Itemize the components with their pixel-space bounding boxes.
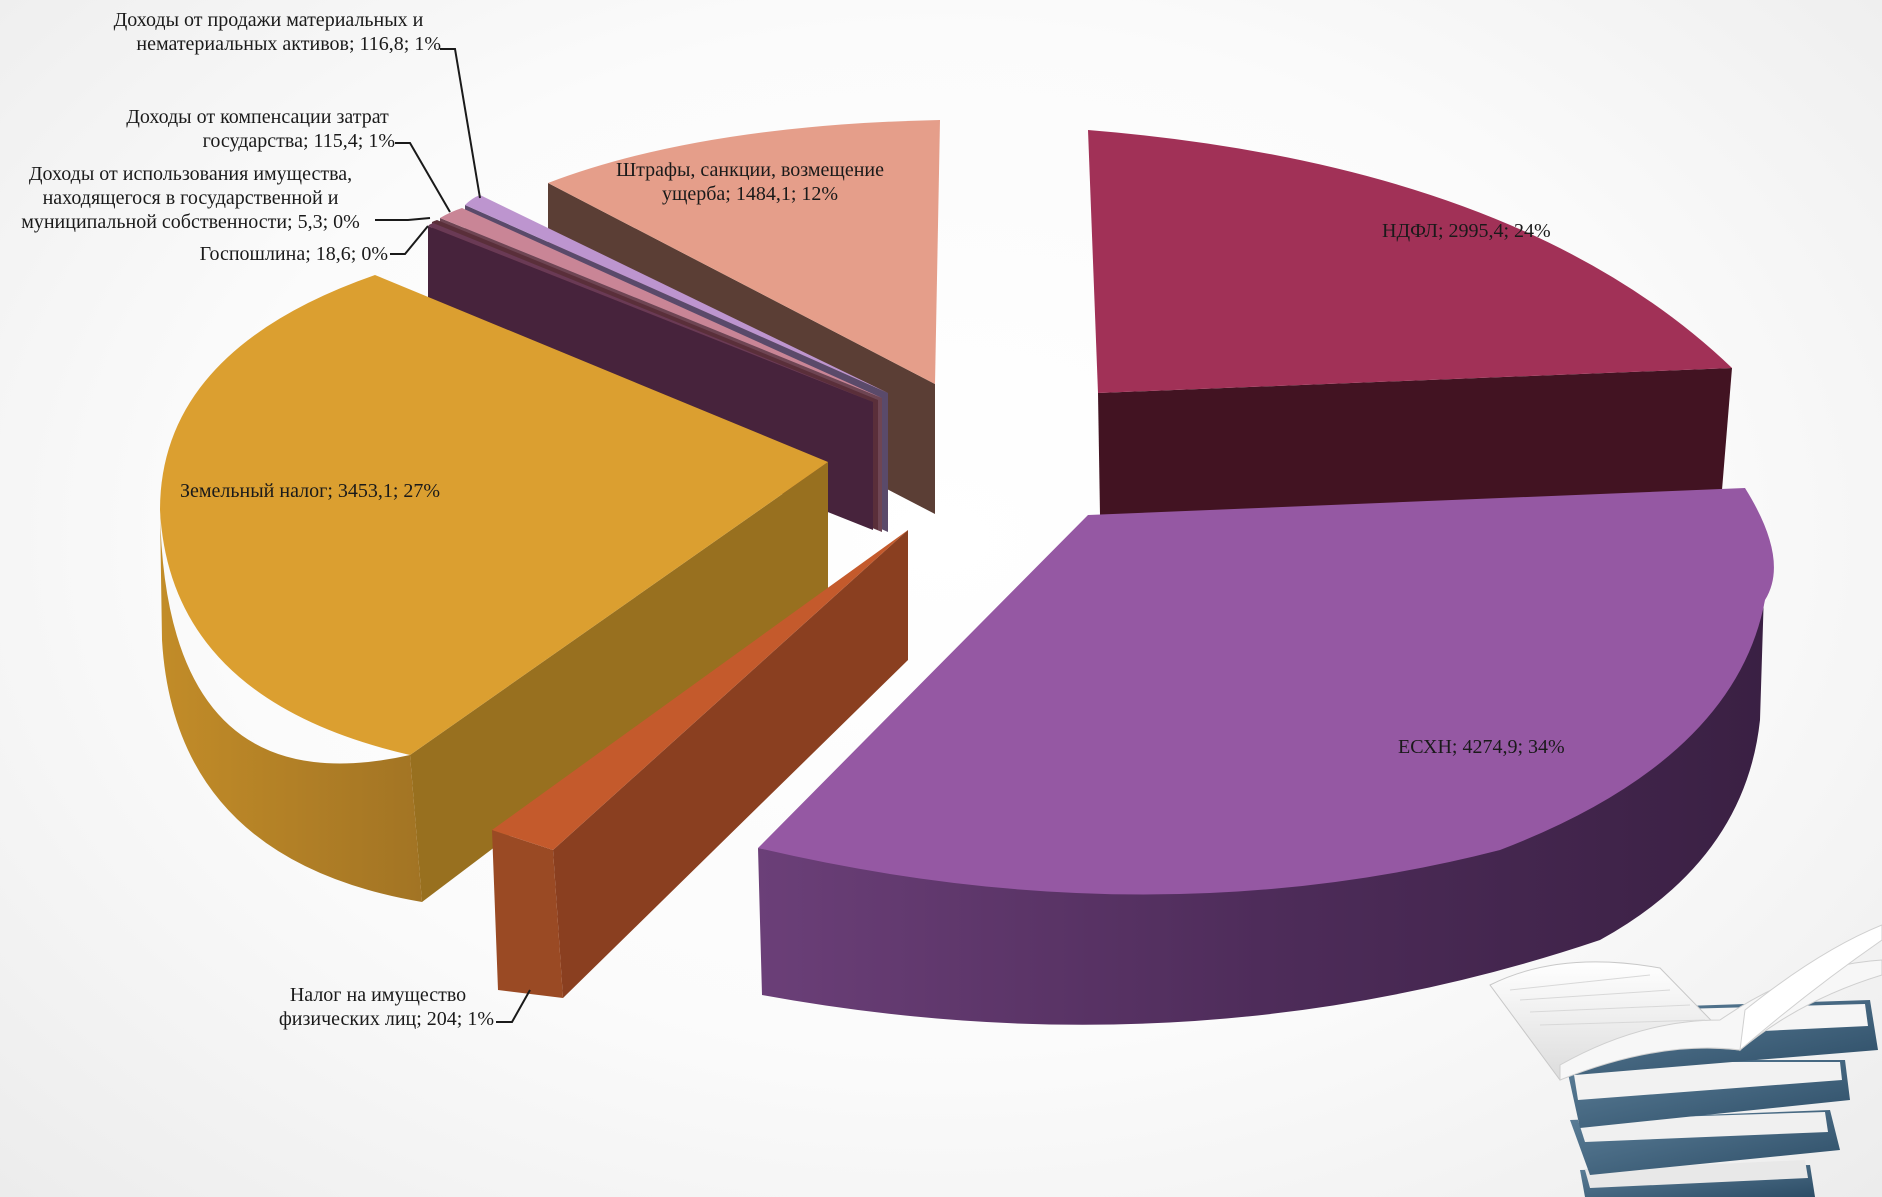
label-shtrafy: Штрафы, санкции, возмещение ущерба; 1484…	[616, 159, 884, 205]
leader-gosposhlina	[390, 225, 429, 255]
slice-imushchestvo	[492, 530, 908, 998]
slice-ndfl-top	[1088, 130, 1732, 393]
slice-eskhn-top	[758, 488, 1774, 895]
book-stack-icon	[1489, 924, 1882, 1197]
slice-zemelny-inner-side	[410, 462, 828, 902]
label-gosposhlina: Госпошлина; 18,6; 0%	[199, 243, 388, 265]
leader-ispolzovanie	[375, 217, 431, 221]
leader-kompensaciya	[395, 142, 451, 213]
slice-shtrafy-top	[548, 120, 940, 384]
label-ispolzovanie: Доходы от использования имущества, наход…	[21, 163, 360, 233]
slice-eskhn	[758, 488, 1774, 1025]
slice-imushchestvo-side	[553, 530, 908, 998]
slice-ndfl-side	[1098, 368, 1732, 515]
slice-zemelny-top	[160, 275, 828, 755]
leader-imushchestvo	[496, 989, 531, 1023]
label-kompensaciya: Доходы от компенсации затрат государства…	[126, 106, 395, 152]
label-imushchestvo: Налог на имущество физических лиц; 204; …	[278, 984, 494, 1030]
slice-zemelny-outer-side	[160, 510, 422, 902]
slice-ndfl	[1088, 130, 1732, 515]
label-zemelny: Земельный налог; 3453,1; 27%	[180, 480, 441, 502]
slice-zemelny	[160, 275, 828, 902]
slice-imushchestvo-top	[492, 530, 908, 850]
label-eskhn: ЕСХН; 4274,9; 34%	[1398, 736, 1565, 758]
label-ndfl: НДФЛ; 2995,4; 24%	[1382, 220, 1551, 242]
slice-eskhn-side	[758, 560, 1765, 1025]
label-prodazha: Доходы от продажи материальных и нематер…	[113, 9, 441, 55]
leader-prodazha	[440, 48, 481, 199]
